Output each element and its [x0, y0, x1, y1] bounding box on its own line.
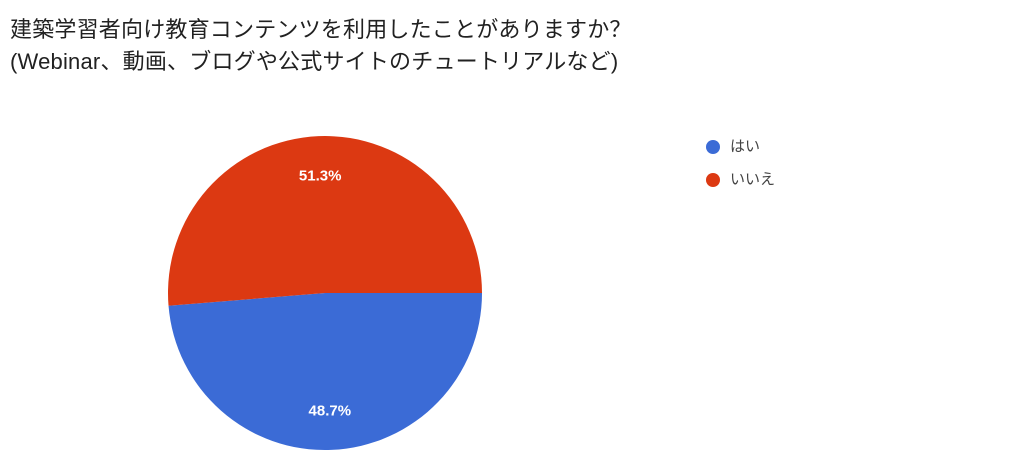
legend-label: はい — [730, 138, 761, 155]
legend-dot — [706, 140, 720, 154]
legend-item-はい: はい — [706, 137, 775, 157]
legend-dot — [706, 173, 720, 187]
slice-label: 51.3% — [299, 167, 342, 184]
pie-slice-いいえ[interactable] — [168, 136, 483, 306]
legend: はい いいえ — [706, 137, 775, 190]
chart-title-line1: 建築学習者向け教育コンテンツを利用したことがありますか？ — [10, 17, 632, 42]
legend-item-いいえ: いいえ — [706, 170, 775, 190]
pie-slice-はい[interactable] — [168, 293, 482, 451]
pie-chart-area: 48.7% 51.3% — [165, 133, 485, 453]
legend-label: いいえ — [730, 171, 776, 188]
chart-title: 建築学習者向け教育コンテンツを利用したことがありますか？ (Webinar、動画… — [10, 14, 632, 78]
chart-title-line2: (Webinar、動画、ブログや公式サイトのチュートリアルなど) — [10, 49, 619, 74]
pie-chart: 48.7% 51.3% — [168, 136, 483, 451]
slice-label: 48.7% — [309, 403, 352, 420]
